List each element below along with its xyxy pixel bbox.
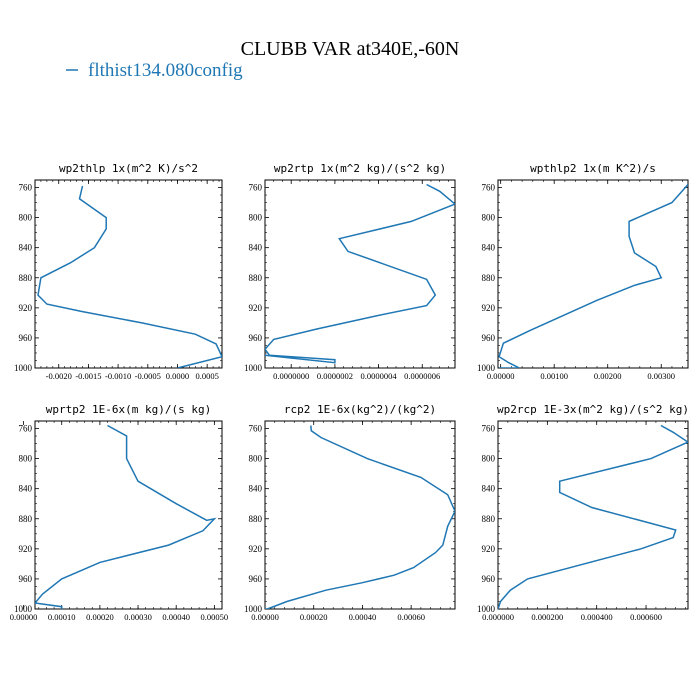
x-tick-label: 0.00100 (540, 371, 568, 381)
series-line (498, 424, 688, 609)
x-tick-label: 0.00010 (48, 612, 76, 622)
x-tick-label: 0.000400 (581, 612, 613, 622)
y-tick-label: 840 (249, 484, 263, 494)
y-tick-label: 960 (249, 333, 263, 343)
x-tick-label: 0.0000 (166, 371, 189, 381)
subplot-grid: wp2thlp 1x(m^2 K)/s^2 760 800 840 880 920 960 1… (10, 162, 689, 622)
x-tick-label: -0.0015 (75, 371, 101, 381)
y-tick-label: 880 (482, 514, 496, 524)
figure-title: CLUBB VAR at340E,-60N (241, 38, 460, 60)
series-line (265, 425, 455, 609)
x-tick-label: 0.00050 (201, 612, 229, 622)
subplot-4: wprtp2 1E-6x(m kg)/(s kg) 760 800 840 880 920… (10, 403, 228, 622)
plot-frame (264, 420, 456, 610)
y-tick-label: 1000 (14, 363, 33, 373)
x-tick-label: -0.0005 (135, 371, 161, 381)
y-tick-label: 840 (482, 243, 496, 253)
y-tick-label: 1000 (244, 363, 263, 373)
y-tick-label: 760 (249, 424, 263, 434)
y-tick-label: 760 (482, 424, 496, 434)
x-tick-label: 0.00040 (349, 612, 377, 622)
y-tick-label: 1000 (477, 604, 496, 614)
x-tick-label: 0.00060 (397, 612, 425, 622)
y-tick-label: 760 (249, 183, 263, 193)
y-tick-label: 920 (19, 544, 33, 554)
y-tick-label: 840 (482, 484, 496, 494)
y-tick-label: 960 (249, 574, 263, 584)
subplot-3: wpthlp2 1x(m K^2)/s 760 800 840 880 920 960 100… (477, 162, 689, 381)
y-tick-label: 760 (19, 183, 33, 193)
subplot-5: rcp2 1E-6x(kg^2)/(kg^2) 760 800 840 880 920 96… (244, 403, 456, 622)
subplot-6: wp2rcp 1E-3x(m^2 kg)/(s^2 kg)760 800 840 88… (477, 403, 689, 622)
x-tick-label: 0.0000004 (361, 371, 398, 381)
x-tick-label: 0.00300 (647, 371, 675, 381)
subplot-title: wp2thlp 1x(m^2 K)/s^2 (59, 162, 198, 175)
subplot-title: wp2rtp 1x(m^2 kg)/(s^2 kg) (274, 162, 446, 175)
series-line (265, 183, 455, 364)
y-tick-label: 920 (249, 303, 263, 313)
x-tick-label: 0.0000000 (273, 371, 309, 381)
y-tick-label: 840 (19, 484, 33, 494)
y-tick-label: 960 (19, 574, 33, 584)
y-tick-label: 840 (19, 243, 33, 253)
x-tick-label: 0.0000002 (317, 371, 353, 381)
subplot-title: wpthlp2 1x(m K^2)/s (530, 162, 656, 175)
x-tick-label: 0.00200 (594, 371, 622, 381)
y-tick-label: 920 (249, 544, 263, 554)
y-tick-label: 800 (249, 213, 263, 223)
y-tick-label: 960 (482, 574, 496, 584)
y-tick-label: 800 (19, 213, 33, 223)
plot-frame (497, 420, 689, 610)
x-tick-label: 0.0000006 (404, 371, 440, 381)
x-tick-label: 0.00020 (300, 612, 328, 622)
x-tick-label: -0.0020 (46, 371, 72, 381)
y-tick-label: 880 (19, 273, 33, 283)
y-tick-label: 1000 (244, 604, 263, 614)
series-line (37, 185, 222, 368)
y-tick-label: 960 (19, 333, 33, 343)
x-tick-label: 0.00020 (86, 612, 114, 622)
plot-frame (264, 179, 456, 369)
y-tick-label: 760 (19, 424, 33, 434)
y-tick-label: 880 (249, 514, 263, 524)
x-tick-label: 0.00030 (124, 612, 152, 622)
x-tick-label: 0.000600 (630, 612, 662, 622)
y-tick-label: 880 (249, 273, 263, 283)
subplot-2: wp2rtp 1x(m^2 kg)/(s^2 kg) 760 800 840 880 92… (244, 162, 456, 381)
x-tick-label: 0.0005 (195, 371, 218, 381)
plot-frame (497, 179, 689, 369)
y-tick-label: 920 (482, 544, 496, 554)
x-tick-label: 0.00000 (251, 612, 279, 622)
subplot-title: wp2rcp 1E-3x(m^2 kg)/(s^2 kg) (497, 403, 689, 416)
subplot-title: rcp2 1E-6x(kg^2)/(kg^2) (284, 403, 436, 416)
y-tick-label: 1000 (477, 363, 496, 373)
subplot-title: wprtp2 1E-6x(m kg)/(s kg) (46, 403, 212, 416)
y-tick-label: 840 (249, 243, 263, 253)
y-tick-label: 920 (19, 303, 33, 313)
y-tick-label: 880 (19, 514, 33, 524)
x-tick-label: 0.00000 (10, 612, 38, 622)
x-tick-label: 0.00000 (487, 371, 515, 381)
y-tick-label: 800 (482, 213, 496, 223)
y-tick-label: 880 (482, 273, 496, 283)
plot-frame (34, 179, 223, 369)
plot-frame (34, 420, 223, 610)
y-tick-label: 960 (482, 333, 496, 343)
legend: flthist134.080config (66, 60, 243, 81)
y-tick-label: 800 (19, 454, 33, 464)
x-tick-label: 0.00040 (162, 612, 190, 622)
y-tick-label: 920 (482, 303, 496, 313)
y-tick-label: 800 (249, 454, 263, 464)
y-tick-label: 760 (482, 183, 496, 193)
x-tick-label: 0.000200 (531, 612, 563, 622)
legend-label: flthist134.080config (88, 60, 243, 81)
series-line (498, 184, 688, 368)
x-tick-label: 0.000000 (482, 612, 514, 622)
subplot-1: wp2thlp 1x(m^2 K)/s^2 760 800 840 880 920 960 1… (14, 162, 223, 381)
y-tick-label: 800 (482, 454, 496, 464)
x-tick-label: -0.0010 (105, 371, 131, 381)
series-line (35, 424, 217, 609)
